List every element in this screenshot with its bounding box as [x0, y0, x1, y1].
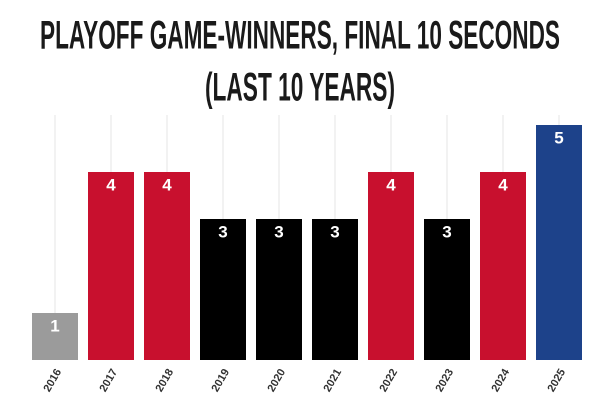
bar: [32, 313, 78, 360]
x-tick-label: 2023: [433, 367, 456, 394]
x-tick-label: 2017: [97, 367, 120, 394]
bar: [256, 219, 302, 360]
bar: [480, 172, 526, 360]
value-label: 4: [162, 175, 172, 194]
x-tick-label: 2025: [545, 367, 568, 394]
value-label: 1: [50, 316, 59, 335]
chart-title: PLAYOFF GAME-WINNERS, FINAL 10 SECONDS: [40, 14, 560, 58]
x-tick-label: 2018: [153, 367, 176, 394]
x-tick-label: 2020: [265, 367, 288, 394]
value-label: 3: [218, 222, 227, 241]
bar: [144, 172, 190, 360]
chart-title: (LAST 10 YEARS): [205, 66, 395, 110]
x-tick-label: 2021: [321, 367, 344, 394]
bar: [200, 219, 246, 360]
x-tick-label: 2019: [209, 367, 232, 394]
x-tick-label: 2016: [41, 367, 64, 394]
value-label: 4: [498, 175, 508, 194]
bar: [368, 172, 414, 360]
bar: [88, 172, 134, 360]
value-label: 3: [274, 222, 283, 241]
value-label: 4: [386, 175, 396, 194]
value-label: 4: [106, 175, 116, 194]
bar: [536, 125, 582, 360]
bar: [312, 219, 358, 360]
value-label: 3: [330, 222, 339, 241]
value-label: 3: [442, 222, 451, 241]
x-tick-label: 2022: [377, 367, 400, 394]
value-label: 5: [554, 128, 563, 147]
bar: [424, 219, 470, 360]
x-tick-label: 2024: [489, 366, 512, 394]
